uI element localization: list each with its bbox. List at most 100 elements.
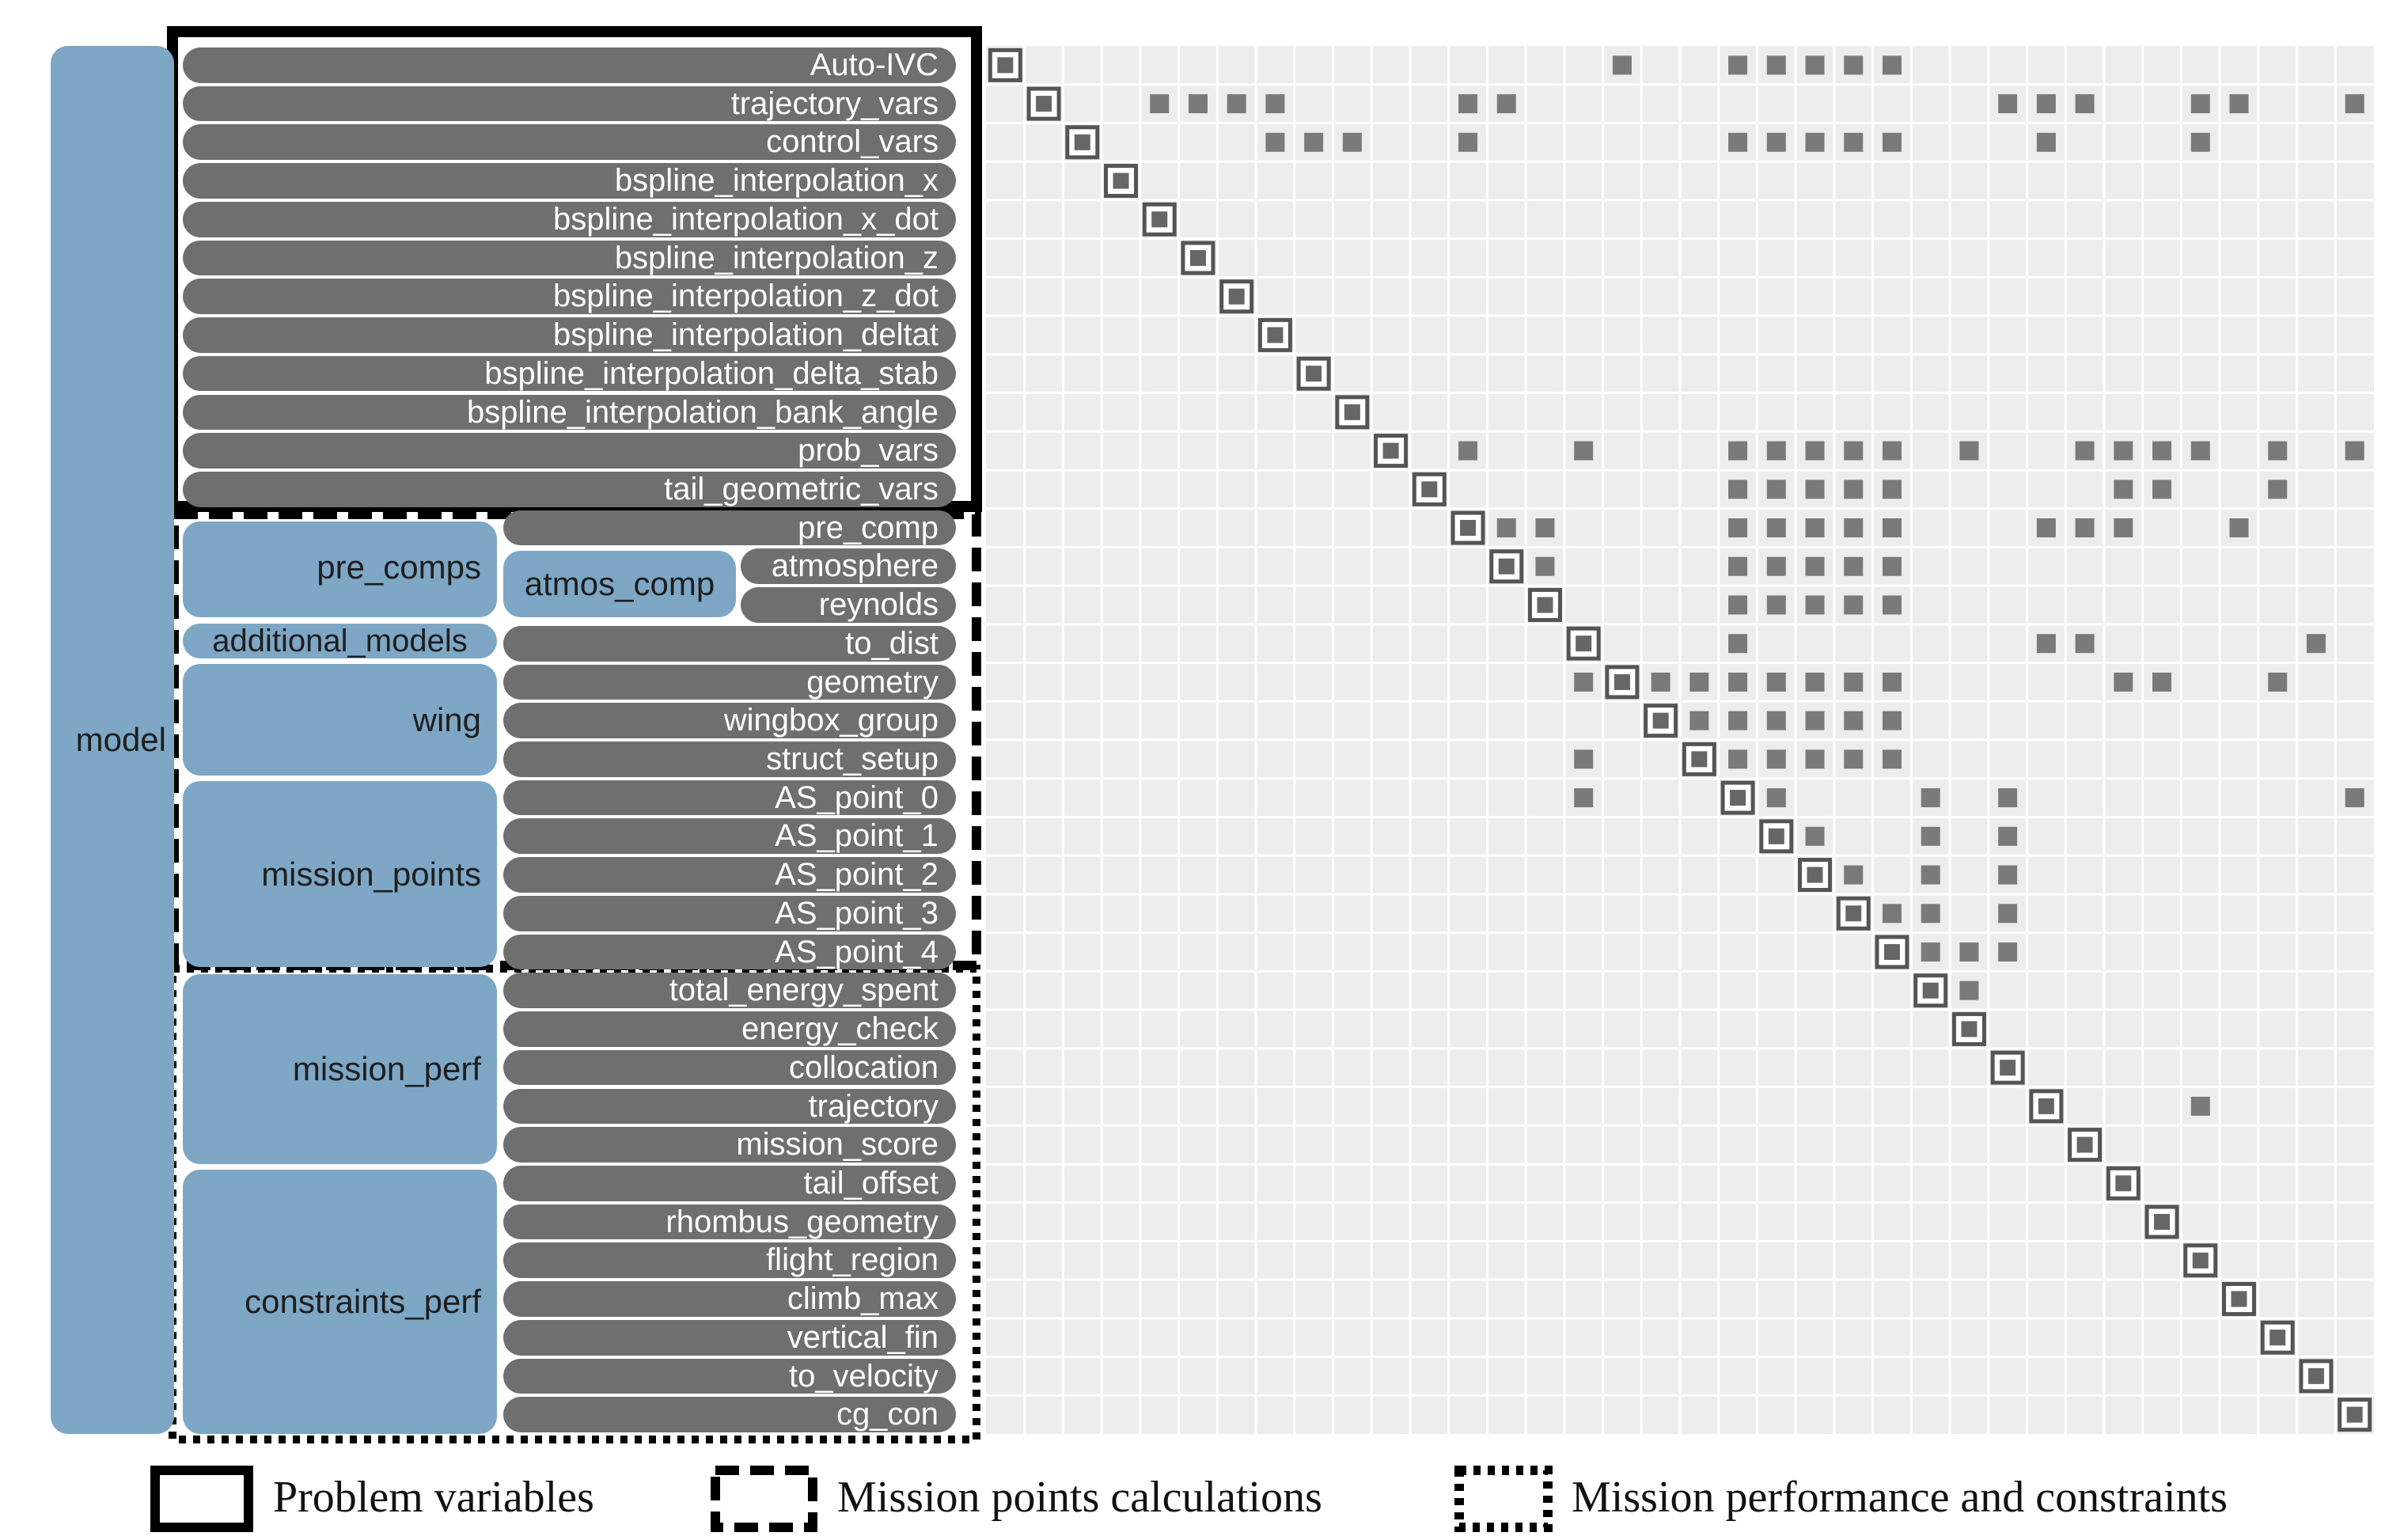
dependency-cell[interactable] [1844,55,1864,75]
component-flight-region[interactable]: flight_region [503,1242,956,1279]
dependency-cell[interactable] [2190,132,2210,152]
diagonal-cell[interactable] [2029,1089,2064,1124]
dependency-cell[interactable] [1766,595,1786,615]
dependency-cell[interactable] [1921,904,1940,924]
component-trajectory-vars[interactable]: trajectory_vars [183,85,956,122]
dependency-cell[interactable] [1844,711,1864,730]
dependency-cell[interactable] [1882,711,1902,730]
dependency-cell[interactable] [1805,749,1825,769]
component-bspline-interpolation-deltat[interactable]: bspline_interpolation_deltat [183,317,956,353]
dependency-cell[interactable] [1844,672,1864,692]
dependency-cell[interactable] [2036,132,2056,152]
component-cg-con[interactable]: cg_con [503,1397,956,1432]
component-reynolds[interactable]: reynolds [741,587,956,623]
component-tail-offset[interactable]: tail_offset [503,1165,956,1201]
dependency-cell[interactable] [2114,480,2133,499]
dependency-cell[interactable] [1921,788,1940,808]
dependency-cell[interactable] [1921,865,1940,885]
dependency-cell[interactable] [1458,94,1478,114]
dependency-cell[interactable] [1959,981,1979,1000]
dependency-cell[interactable] [2114,441,2133,461]
dependency-cell[interactable] [1766,518,1786,538]
dependency-cell[interactable] [1766,749,1786,769]
dependency-cell[interactable] [1574,441,1594,461]
dependency-cell[interactable] [1728,556,1748,576]
dependency-cell[interactable] [1227,94,1246,114]
diagonal-cell[interactable] [1644,704,1678,738]
component-struct-setup[interactable]: struct_setup [503,742,956,777]
dependency-cell[interactable] [1766,55,1786,75]
dependency-cell[interactable] [2345,441,2364,461]
dependency-cell[interactable] [2345,94,2364,114]
component-as-point-3[interactable]: AS_point_3 [503,895,956,931]
dependency-cell[interactable] [1728,595,1748,615]
dependency-cell[interactable] [1882,518,1902,538]
dependency-cell[interactable] [1496,518,1516,538]
dependency-cell[interactable] [1805,441,1825,461]
dependency-cell[interactable] [2190,94,2210,114]
dependency-cell[interactable] [1805,711,1825,730]
dependency-cell[interactable] [1651,672,1670,692]
dependency-cell[interactable] [1766,480,1786,499]
dependency-cell[interactable] [1766,132,1786,152]
dependency-cell[interactable] [1728,55,1748,75]
component-rhombus-geometry[interactable]: rhombus_geometry [503,1204,956,1240]
component-vertical-fin[interactable]: vertical_fin [503,1319,956,1356]
dependency-cell[interactable] [1998,826,2018,846]
diagonal-cell[interactable] [1296,356,1331,391]
dependency-cell[interactable] [1728,132,1748,152]
mission-perf-group[interactable]: mission_perf [183,974,497,1164]
diagonal-cell[interactable] [988,47,1022,82]
dependency-cell[interactable] [1844,480,1864,499]
component-bspline-interpolation-delta-stab[interactable]: bspline_interpolation_delta_stab [183,355,956,392]
dependency-cell[interactable] [1805,672,1825,692]
component-as-point-1[interactable]: AS_point_1 [503,818,956,855]
dependency-cell[interactable] [1458,441,1478,461]
dependency-cell[interactable] [1728,749,1748,769]
dependency-cell[interactable] [1844,749,1864,769]
dependency-cell[interactable] [1689,711,1709,730]
diagonal-cell[interactable] [1682,742,1716,776]
dependency-cell[interactable] [1766,441,1786,461]
dependency-cell[interactable] [1496,94,1516,114]
dependency-cell[interactable] [1574,749,1594,769]
dependency-cell[interactable] [1728,672,1748,692]
dependency-cell[interactable] [1921,942,1940,962]
dependency-cell[interactable] [1998,865,2018,885]
component-to-velocity[interactable]: to_velocity [503,1358,956,1394]
component-bspline-interpolation-bank-angle[interactable]: bspline_interpolation_bank_angle [183,394,956,431]
dependency-cell[interactable] [1458,132,1478,152]
atmos-comp-group[interactable]: atmos_comp [503,551,736,617]
component-as-point-4[interactable]: AS_point_4 [503,934,956,970]
wing-group[interactable]: wing [183,664,497,776]
dependency-cell[interactable] [1728,441,1748,461]
dependency-cell[interactable] [1882,904,1902,924]
diagonal-cell[interactable] [1951,1011,1986,1046]
dependency-cell[interactable] [1689,672,1709,692]
dependency-cell[interactable] [1805,595,1825,615]
dependency-cell[interactable] [1188,94,1208,114]
dependency-cell[interactable] [1844,518,1864,538]
dependency-cell[interactable] [2114,672,2133,692]
dependency-cell[interactable] [1535,518,1555,538]
dependency-cell[interactable] [1882,132,1902,152]
dependency-cell[interactable] [1805,556,1825,576]
dependency-cell[interactable] [2190,1096,2210,1116]
component-atmosphere[interactable]: atmosphere [741,548,956,585]
dependency-cell[interactable] [1766,711,1786,730]
component-wingbox-group[interactable]: wingbox_group [503,703,956,738]
component-geometry[interactable]: geometry [503,664,956,700]
component-as-point-2[interactable]: AS_point_2 [503,857,956,893]
dependency-cell[interactable] [1766,556,1786,576]
additional-models-group[interactable]: additional_models [183,624,497,658]
dependency-cell[interactable] [1882,749,1902,769]
dependency-cell[interactable] [1766,672,1786,692]
component-tail-geometric-vars[interactable]: tail_geometric_vars [183,471,956,507]
dependency-cell[interactable] [1921,826,1940,846]
dependency-cell[interactable] [1805,55,1825,75]
dependency-cell[interactable] [2075,518,2095,538]
pre-comps-group[interactable]: pre_comps [183,522,497,617]
dependency-cell[interactable] [1574,788,1594,808]
dependency-cell[interactable] [1265,132,1285,152]
component-climb-max[interactable]: climb_max [503,1281,956,1317]
